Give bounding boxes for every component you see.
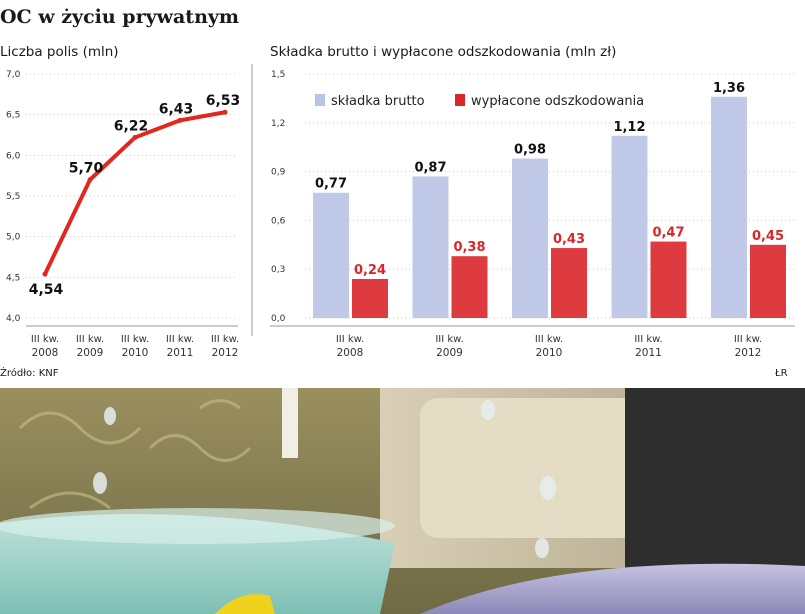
legend-swatch xyxy=(315,94,325,106)
x-tick-label: III kw. xyxy=(535,334,563,345)
x-tick-label: 2009 xyxy=(436,347,463,359)
x-tick-label: 2011 xyxy=(167,347,194,359)
bar-chart: 1,5 1,2 0,9 0,6 0,3 0,0 0,77 0,24 III kw. 2008 0,8… xyxy=(270,70,795,359)
y-tick-label: 6,0 xyxy=(6,151,21,161)
y-tick-label: 7,0 xyxy=(6,70,21,80)
data-label: 0,98 xyxy=(514,143,546,158)
x-tick-label: III kw. xyxy=(76,334,104,345)
bar-skladka-brutto xyxy=(512,158,548,318)
chair-leg xyxy=(282,388,298,458)
x-tick-label: 2008 xyxy=(337,347,364,359)
bar-wyplacone-odszkodowania xyxy=(352,278,388,318)
bar-skladka-brutto xyxy=(611,135,648,318)
data-label: 1,36 xyxy=(713,81,745,96)
y-tick-label: 0,9 xyxy=(271,168,286,178)
x-tick-label: 2011 xyxy=(635,347,662,359)
bar-skladka-brutto xyxy=(412,176,449,318)
source-note: Źródło: KNF xyxy=(0,368,59,379)
x-tick-label: III kw. xyxy=(435,334,463,345)
bar-wyplacone-odszkodowania xyxy=(551,248,587,318)
data-label: 0,47 xyxy=(652,226,684,241)
data-point xyxy=(132,134,138,140)
x-tick-label: III kw. xyxy=(336,334,364,345)
data-point xyxy=(177,117,183,123)
x-tick-label: 2012 xyxy=(212,347,239,359)
y-tick-label: 0,6 xyxy=(271,216,286,226)
line-chart: 7,0 6,5 6,0 5,5 5,0 4,5 4,0 4,54 III kw. 2008 5,70… xyxy=(6,64,253,359)
bar-wyplacone-odszkodowania xyxy=(750,244,786,318)
bar-wyplacone-odszkodowania xyxy=(451,256,488,318)
data-label: 0,45 xyxy=(752,229,784,244)
x-tick-label: III kw. xyxy=(31,334,59,345)
x-tick-label: 2010 xyxy=(122,347,149,359)
x-tick-label: 2009 xyxy=(77,347,104,359)
y-tick-label: 1,5 xyxy=(271,70,285,80)
y-tick-label: 0,0 xyxy=(271,314,286,324)
data-label: 0,38 xyxy=(453,240,485,255)
data-label: 0,77 xyxy=(315,177,347,192)
data-label: 4,54 xyxy=(29,282,64,298)
data-label: 6,22 xyxy=(114,118,149,134)
data-label: 0,24 xyxy=(354,263,386,278)
x-tick-label: 2010 xyxy=(536,347,563,359)
legend-label: wypłacone odszkodowania xyxy=(471,94,644,109)
data-label: 0,43 xyxy=(553,232,585,247)
x-tick-label: 2012 xyxy=(735,347,762,359)
bar-skladka-brutto xyxy=(711,96,747,318)
data-label: 6,53 xyxy=(206,93,241,109)
y-tick-label: 4,0 xyxy=(6,314,21,324)
x-tick-label: III kw. xyxy=(634,334,662,345)
x-tick-label: III kw. xyxy=(166,334,194,345)
water-drops xyxy=(93,400,556,558)
y-tick-label: 5,5 xyxy=(6,192,20,202)
infographic-title: OC w życiu prywatnym xyxy=(0,6,240,28)
y-tick-label: 1,2 xyxy=(271,119,285,129)
data-point xyxy=(222,109,228,115)
sofa-cushion xyxy=(420,398,640,538)
author-credit: ŁR xyxy=(775,368,788,379)
rug-pattern xyxy=(18,399,252,510)
x-tick-label: III kw. xyxy=(211,334,239,345)
y-tick-label: 6,5 xyxy=(6,111,20,121)
y-tick-label: 4,5 xyxy=(6,273,20,283)
line-chart-title: Liczba polis (mln) xyxy=(0,44,119,60)
data-label: 1,12 xyxy=(613,120,645,135)
bar-wyplacone-odszkodowania xyxy=(650,241,687,318)
y-tick-label: 0,3 xyxy=(271,265,285,275)
photo-leaking-water-buckets xyxy=(0,388,805,614)
data-point xyxy=(87,177,93,183)
legend-swatch xyxy=(455,94,465,106)
bar-skladka-brutto xyxy=(313,192,349,318)
y-tick-label: 5,0 xyxy=(6,233,21,243)
blue-bucket xyxy=(420,563,805,614)
data-label: 0,87 xyxy=(414,160,446,175)
x-tick-label: III kw. xyxy=(121,334,149,345)
x-tick-label: 2008 xyxy=(32,347,59,359)
bar-chart-title: Składka brutto i wypłacone odszkodowania… xyxy=(270,44,617,60)
data-label: 6,43 xyxy=(159,101,194,117)
yellow-handle xyxy=(215,594,275,614)
x-tick-label: III kw. xyxy=(734,334,762,345)
legend-label: składka brutto xyxy=(331,94,425,109)
data-point xyxy=(42,271,48,277)
data-label: 5,70 xyxy=(69,161,104,177)
